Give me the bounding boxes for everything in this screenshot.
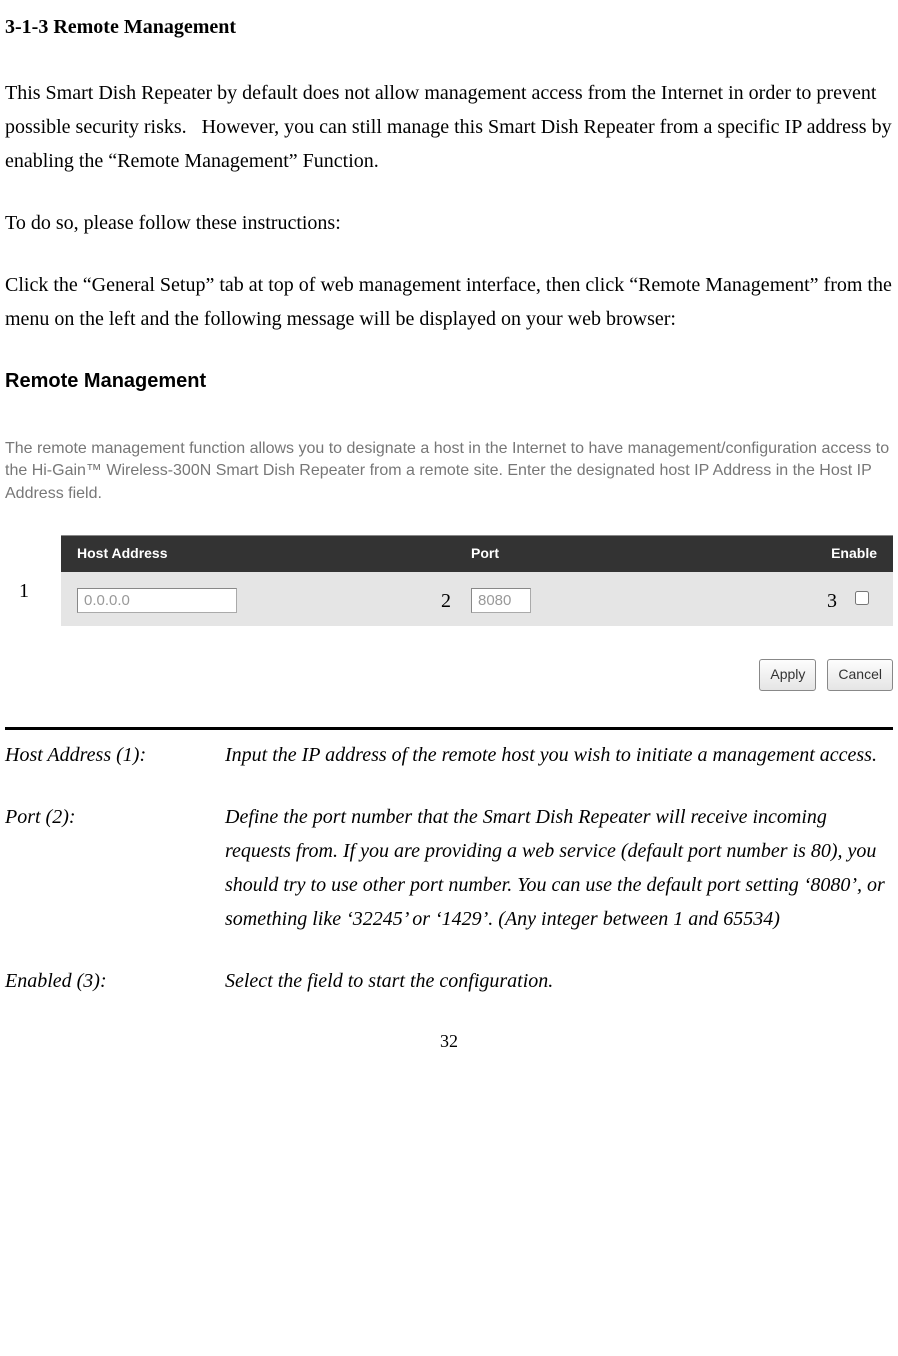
ui-title: Remote Management [5,364,893,398]
table-data-row: 1 2 3 [61,572,893,626]
intro-paragraph-2: To do so, please follow these instructio… [5,206,893,240]
def-host-text: Input the IP address of the remote host … [225,738,893,772]
table-header-row: Host Address Port Enable [61,536,893,572]
def-enabled: Enabled (3): Select the field to start t… [5,964,893,998]
callout-number-3: 3 [827,584,837,618]
ui-description: The remote management function allows yo… [5,438,893,505]
host-address-input[interactable] [77,588,237,613]
intro-paragraph-1: This Smart Dish Repeater by default does… [5,76,893,178]
def-host-address: Host Address (1): Input the IP address o… [5,738,893,772]
def-host-label: Host Address (1): [5,738,225,772]
apply-button[interactable]: Apply [759,659,816,691]
callout-number-2: 2 [441,584,451,618]
header-host-address: Host Address [61,542,471,566]
def-port-label: Port (2): [5,800,225,936]
intro-paragraph-3: Click the “General Setup” tab at top of … [5,268,893,336]
def-enabled-text: Select the field to start the configurat… [225,964,893,998]
definitions-section: Host Address (1): Input the IP address o… [5,738,893,998]
cancel-button[interactable]: Cancel [827,659,893,691]
button-row: Apply Cancel [61,626,893,707]
def-port: Port (2): Define the port number that th… [5,800,893,936]
header-enable: Enable [741,542,893,566]
section-title: 3-1-3 Remote Management [5,10,893,44]
def-port-text: Define the port number that the Smart Di… [225,800,893,936]
section-divider [5,727,893,730]
callout-number-1: 1 [19,574,29,608]
page-number: 32 [5,1026,893,1057]
cell-enable: 3 [741,582,893,616]
def-enabled-label: Enabled (3): [5,964,225,998]
port-input[interactable] [471,588,531,613]
cell-host [61,582,471,616]
config-table: Host Address Port Enable 1 2 3 [61,535,893,626]
enable-checkbox[interactable] [855,591,869,605]
header-port: Port [471,542,741,566]
cell-port: 2 [471,582,741,616]
ui-screenshot-region: Remote Management The remote management … [5,364,893,707]
